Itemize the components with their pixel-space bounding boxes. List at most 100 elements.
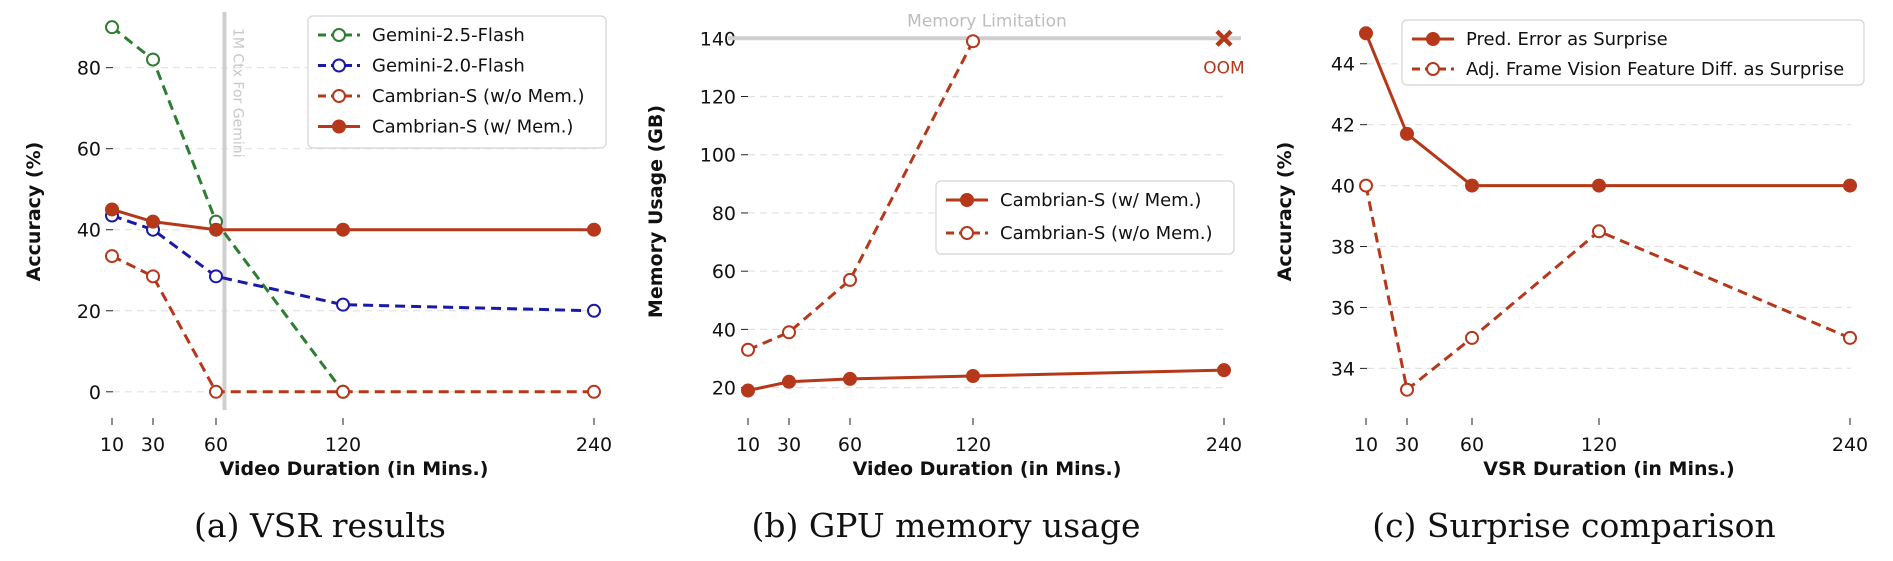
legend-label: Cambrian-S (w/ Mem.) — [372, 117, 573, 138]
y-tick-label: 80 — [712, 203, 736, 225]
data-point — [587, 222, 601, 237]
panel-caption: (c) Surprise comparison — [1372, 506, 1776, 545]
data-point — [209, 269, 223, 284]
series-line-4 — [111, 208, 594, 232]
chart-panel-1: 0 20 40 60 80 10 30 60 120 240 Video Duration (in … — [23, 12, 612, 545]
data-point — [782, 325, 796, 340]
x-tick-label: 240 — [576, 434, 612, 456]
y-tick-label: 40 — [1331, 176, 1355, 198]
data-point — [105, 20, 119, 35]
y-tick-label: 40 — [712, 319, 736, 341]
y-tick-label: 100 — [700, 145, 736, 167]
data-point — [1843, 178, 1857, 193]
panel-caption: (b) GPU memory usage — [751, 506, 1140, 545]
x-tick-label: 60 — [204, 434, 228, 456]
data-point — [146, 269, 160, 284]
y-tick-label: 42 — [1331, 115, 1355, 137]
legend-frame — [935, 180, 1235, 255]
legend-marker — [332, 89, 346, 103]
chart-legend: Gemini-2.5-Flash Gemini-2.0-Flash Cambrian… — [307, 15, 607, 149]
x-tick-label: 10 — [1354, 434, 1378, 456]
data-point — [1465, 178, 1479, 193]
y-axis-label: Accuracy (%) — [1274, 142, 1296, 282]
y-tick-label: 38 — [1331, 237, 1355, 259]
y-tick-label: 140 — [700, 28, 736, 50]
x-tick-label: 10 — [100, 434, 124, 456]
x-tick-label: 60 — [838, 434, 862, 456]
y-tick-label: 40 — [77, 220, 101, 242]
legend-frame — [1401, 19, 1865, 86]
legend-marker — [1426, 32, 1440, 46]
legend-label: Pred. Error as Surprise — [1466, 29, 1668, 50]
data-point — [741, 342, 755, 357]
legend-label: Adj. Frame Vision Feature Diff. as Surpr… — [1466, 59, 1844, 80]
oom-label: OOM — [1203, 58, 1244, 78]
y-tick-label: 60 — [77, 139, 101, 161]
series-line-3 — [111, 254, 594, 394]
data-point — [1592, 224, 1606, 239]
y-tick-label: 34 — [1331, 358, 1355, 380]
data-point — [843, 371, 857, 386]
data-point — [843, 272, 857, 287]
legend-label: Gemini-2.0-Flash — [372, 56, 525, 77]
y-tick-label: 80 — [77, 58, 101, 80]
x-tick-label: 120 — [1581, 434, 1617, 456]
data-point — [587, 384, 601, 399]
data-point — [1400, 126, 1414, 141]
data-point — [782, 374, 796, 389]
x-tick-label: 120 — [325, 434, 361, 456]
y-tick-label: 120 — [700, 87, 736, 109]
context-limit-label: 1M Ctx For Gemini — [229, 28, 245, 158]
memory-limit-label: Memory Limitation — [907, 11, 1067, 31]
chart-panel-3: 34 36 38 40 42 44 10 30 60 120 240 VSR Duration (in… — [1274, 19, 1868, 545]
data-point — [1217, 363, 1231, 378]
x-tick-label: 120 — [955, 434, 991, 456]
x-tick-label: 30 — [777, 434, 801, 456]
data-point — [1359, 26, 1373, 41]
y-tick-label: 60 — [712, 261, 736, 283]
series-line-2 — [1364, 185, 1851, 392]
series-line-1 — [747, 368, 1225, 393]
legend-label: Gemini-2.5-Flash — [372, 25, 525, 46]
y-tick-label: 0 — [89, 382, 101, 404]
data-point — [105, 249, 119, 264]
x-tick-label: 240 — [1206, 434, 1242, 456]
data-point — [105, 202, 119, 217]
legend-label: Cambrian-S (w/o Mem.) — [372, 86, 584, 107]
x-tick-label: 10 — [736, 434, 760, 456]
series-line-2 — [747, 40, 975, 352]
legend-marker — [960, 193, 974, 207]
x-axis-label: Video Duration (in Mins.) — [220, 458, 489, 480]
data-point — [966, 368, 980, 383]
oom-cross-marker — [1215, 29, 1233, 47]
legend-marker — [332, 28, 346, 42]
data-point — [209, 222, 223, 237]
data-point — [146, 52, 160, 67]
data-point — [336, 384, 350, 399]
x-tick-label: 240 — [1832, 434, 1868, 456]
data-point — [587, 303, 601, 318]
data-point — [146, 214, 160, 229]
y-tick-label: 36 — [1331, 297, 1355, 319]
data-point — [1359, 178, 1373, 193]
data-point — [966, 34, 980, 49]
chart-panel-2: 20 40 60 80 100 120 140 10 30 60 120 240 Video Durat… — [645, 11, 1245, 545]
x-axis-label: Video Duration (in Mins.) — [853, 458, 1122, 480]
legend-marker — [960, 226, 974, 240]
legend-label: Cambrian-S (w/o Mem.) — [1000, 223, 1212, 244]
y-tick-label: 20 — [712, 378, 736, 400]
y-axis-label: Memory Usage (GB) — [645, 105, 667, 318]
legend-marker — [332, 119, 346, 134]
legend-marker — [1426, 62, 1440, 76]
data-point — [209, 384, 223, 399]
x-tick-label: 60 — [1460, 434, 1484, 456]
panel-caption: (a) VSR results — [194, 506, 446, 545]
legend-marker — [332, 58, 346, 73]
data-point — [336, 222, 350, 237]
y-tick-label: 44 — [1331, 54, 1355, 76]
x-tick-label: 30 — [1395, 434, 1419, 456]
data-point — [741, 383, 755, 398]
legend-label: Cambrian-S (w/ Mem.) — [1000, 190, 1201, 211]
x-tick-label: 30 — [141, 434, 165, 456]
